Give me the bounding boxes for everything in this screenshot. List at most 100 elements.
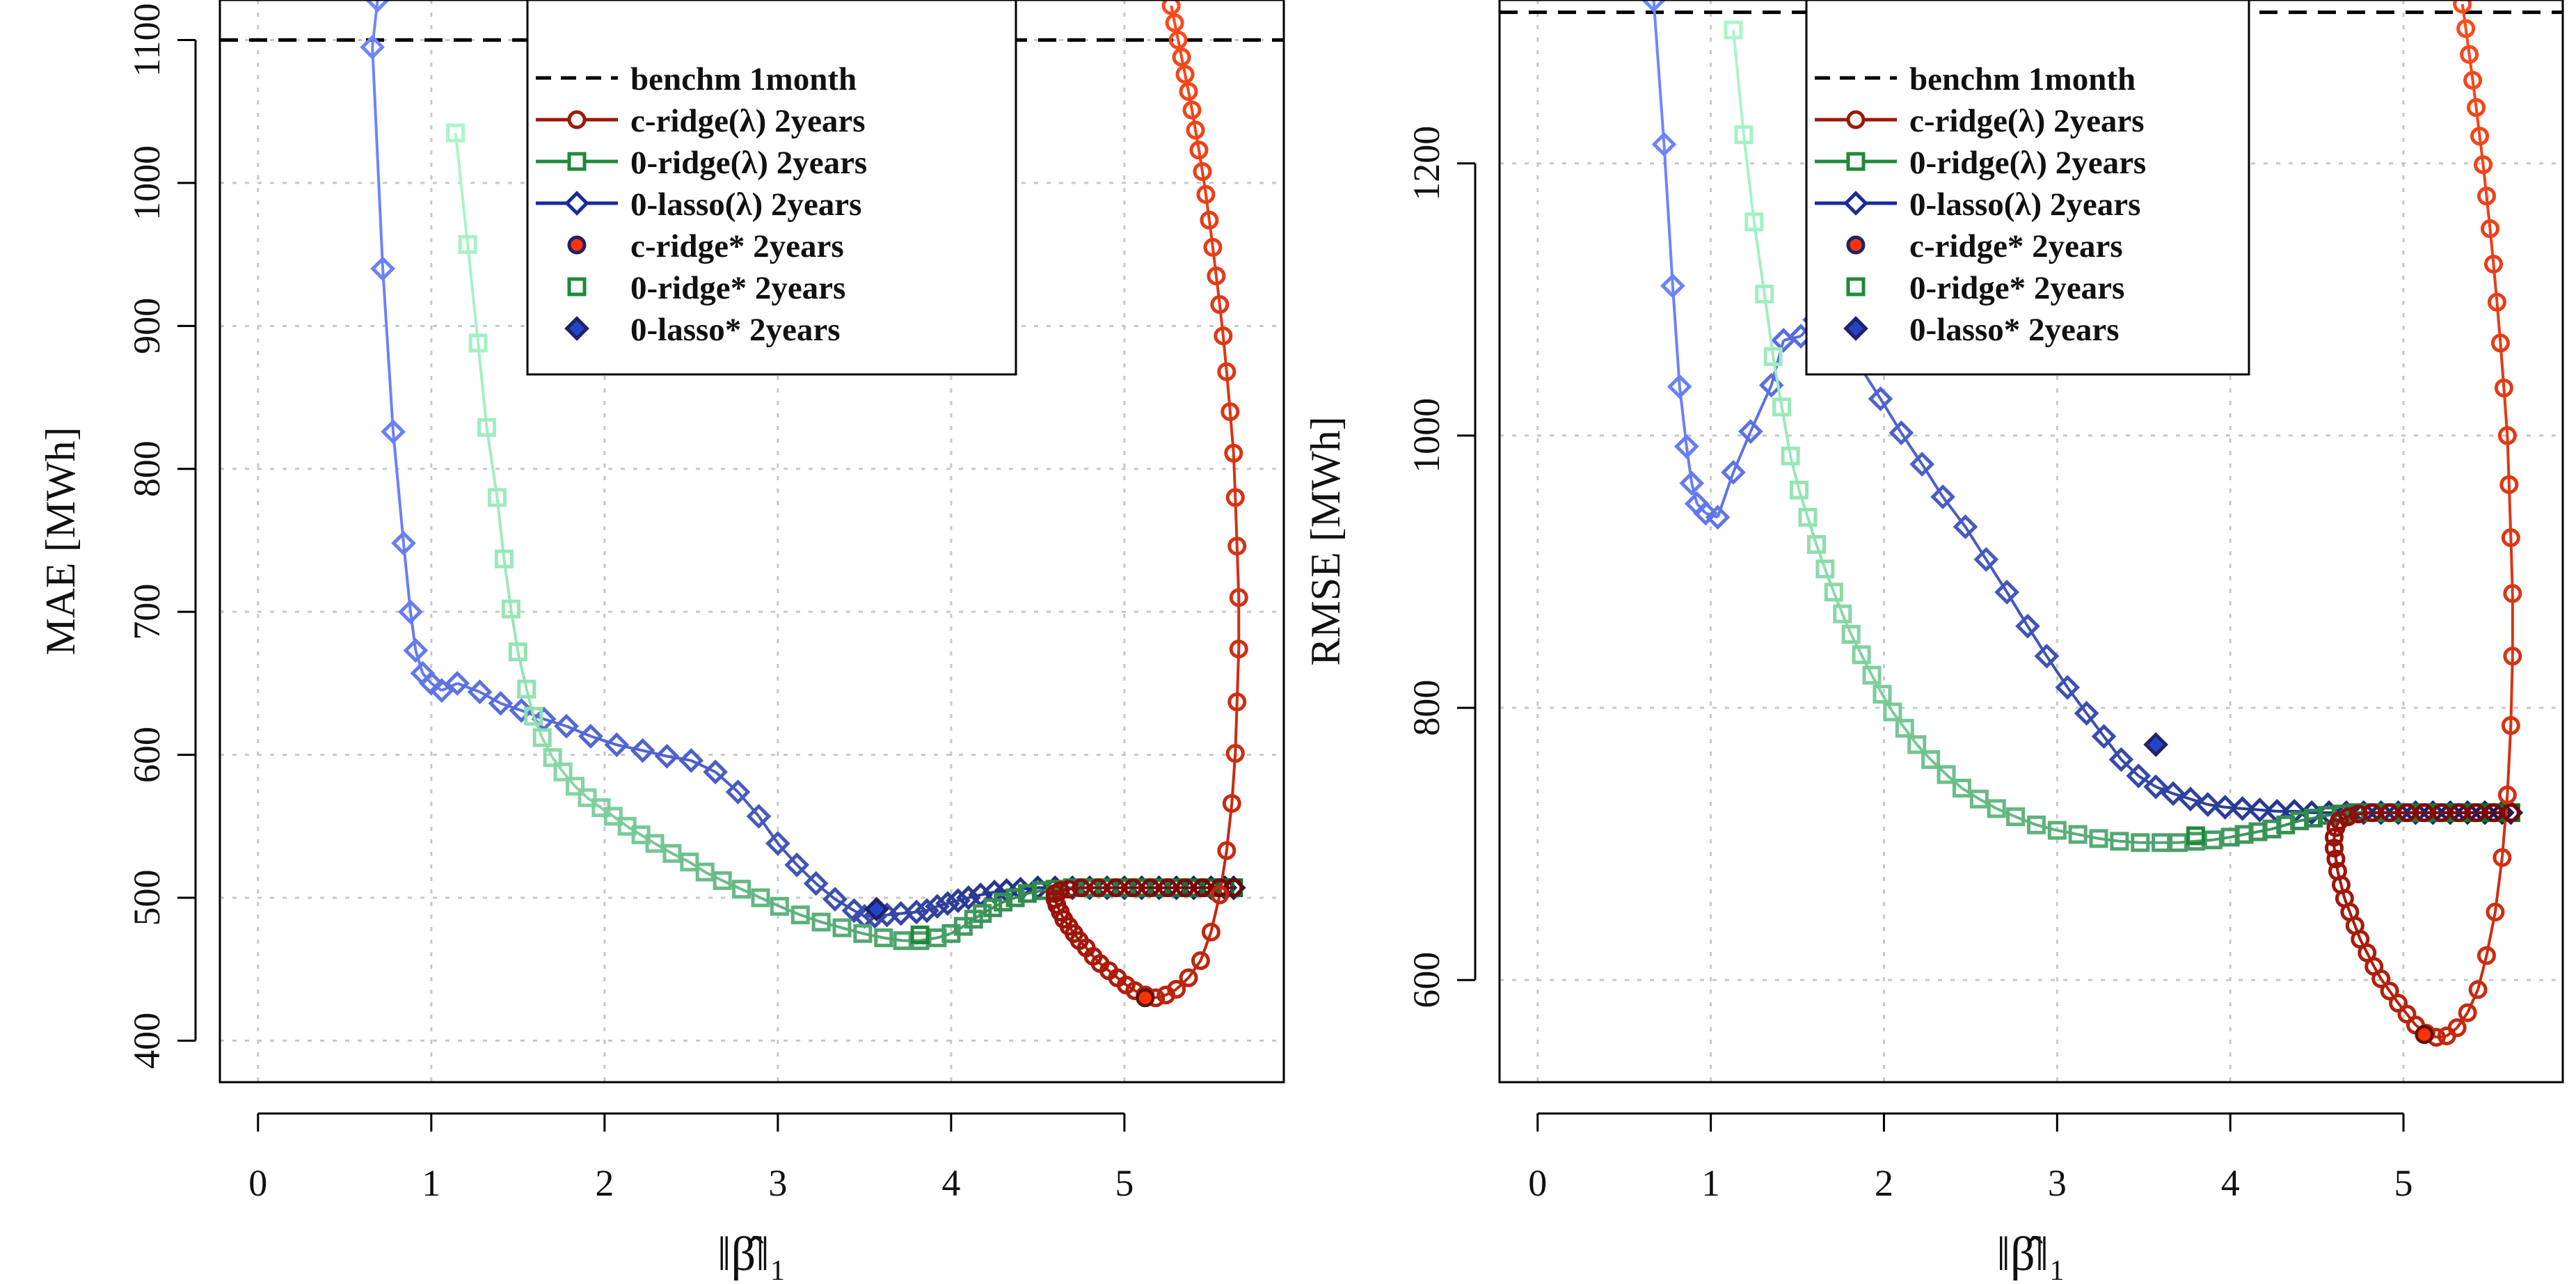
series-segment: [1199, 931, 1213, 962]
data-point: [391, 530, 416, 556]
legend-marker: [567, 110, 587, 129]
series-segment: [1218, 304, 1225, 336]
data-point: [1168, 31, 1188, 50]
series-segment: [862, 932, 884, 940]
series-segment: [401, 543, 412, 612]
data-point: [1165, 13, 1184, 33]
data-point: [1005, 888, 1025, 907]
data-point: [2486, 903, 2505, 922]
data-point: [2026, 815, 2046, 834]
y-tick-label: 1200: [1406, 126, 1447, 201]
data-point: [645, 834, 665, 853]
legend-marker: [567, 277, 587, 296]
data-point: [1179, 81, 1198, 101]
data-point: [1909, 452, 1935, 477]
data-point: [1175, 65, 1195, 84]
data-point: [925, 894, 950, 919]
data-point: [1123, 878, 1143, 898]
data-point: [973, 904, 992, 924]
data-point: [678, 747, 704, 773]
legend-item: 0-ridge(λ) 2years: [1815, 145, 2146, 181]
series-segment: [1652, 0, 1666, 145]
data-point: [2483, 803, 2503, 823]
data-point: [725, 779, 751, 805]
data-point: [662, 843, 682, 863]
legend-item: benchm 1month: [536, 61, 857, 97]
data-point: [2152, 833, 2171, 853]
series-segment: [2478, 136, 2485, 165]
data-point: [1217, 841, 1237, 860]
data-point: [2178, 786, 2203, 811]
data-point: [732, 880, 752, 899]
series-segment: [1797, 489, 1809, 518]
data-point: [2380, 981, 2399, 1001]
series-segment: [1214, 276, 1221, 305]
series-segment: [2471, 80, 2478, 108]
data-point: [1201, 922, 1221, 942]
data-point: [2034, 643, 2060, 669]
star-point-zero-lasso-star: [864, 896, 889, 922]
data-point: [2325, 839, 2344, 858]
data-point: [2474, 155, 2493, 175]
series-segment: [525, 688, 535, 717]
plot-frame: [218, 0, 1285, 1084]
series-segment: [2066, 686, 2088, 715]
data-point: [2467, 98, 2486, 118]
legend-label: benchm 1month: [630, 61, 857, 97]
series-segment: [2102, 735, 2123, 761]
data-point: [578, 788, 597, 807]
series-segment: [2098, 837, 2120, 843]
series-segment: [777, 842, 798, 866]
y-tick-label: 1000: [126, 145, 168, 221]
data-point: [1679, 470, 1705, 496]
data-point: [1224, 443, 1243, 463]
data-point: [2477, 187, 2497, 206]
data-point: [2091, 724, 2117, 750]
data-point: [2463, 70, 2483, 90]
data-point: [398, 599, 423, 625]
data-point: [1210, 878, 1230, 898]
data-point: [2501, 528, 2520, 548]
x-axis-label: ‖β̂‖₁: [717, 1228, 786, 1281]
series-segment: [543, 718, 567, 728]
data-point: [803, 871, 829, 896]
data-point: [1734, 125, 1754, 145]
data-point: [1868, 386, 1893, 411]
legend-item: c-ridge* 2years: [1846, 228, 2123, 264]
data-point: [1772, 397, 1792, 417]
data-point: [2483, 254, 2503, 274]
data-point: [1186, 120, 1205, 140]
data-point: [1763, 347, 1783, 366]
data-point: [487, 488, 507, 507]
data-point: [543, 748, 562, 768]
chart-panel-2: 0 1 2 3 4 5 ‖β̂‖₁ 600 800 1000 1200 RMSE [MWh] bench…: [1303, 0, 2564, 1281]
legend-box: [1805, 0, 2250, 376]
data-point: [1895, 718, 1914, 738]
data-point: [508, 642, 527, 662]
x-tick-label: 4: [2221, 1162, 2240, 1204]
series-segment: [841, 926, 864, 935]
series-segment: [1662, 144, 1674, 286]
series-segment: [1207, 220, 1214, 248]
series-segment: [532, 715, 544, 738]
star-point-c-ridge-fill: [1136, 988, 1154, 1007]
legend: benchm 1month c-ridge(λ) 2years 0-ridge(λ)…: [526, 0, 1017, 376]
data-point: [2501, 716, 2520, 736]
data-point: [1210, 295, 1230, 315]
y-tick-label: 500: [126, 870, 168, 926]
legend-label: 0-lasso* 2years: [1909, 312, 2120, 348]
data-point: [2055, 674, 2081, 700]
data-point: [1907, 735, 1927, 754]
data-point: [1852, 645, 1871, 665]
data-point: [2468, 980, 2488, 999]
data-point: [654, 743, 680, 769]
data-point: [429, 678, 454, 703]
legend-item: 0-ridge(λ) 2years: [536, 145, 867, 181]
data-point: [2131, 833, 2150, 853]
data-point: [2494, 378, 2513, 397]
data-point: [578, 724, 603, 749]
series-segment: [1996, 807, 2017, 818]
data-point: [1824, 582, 1843, 602]
data-point: [1953, 514, 1978, 539]
